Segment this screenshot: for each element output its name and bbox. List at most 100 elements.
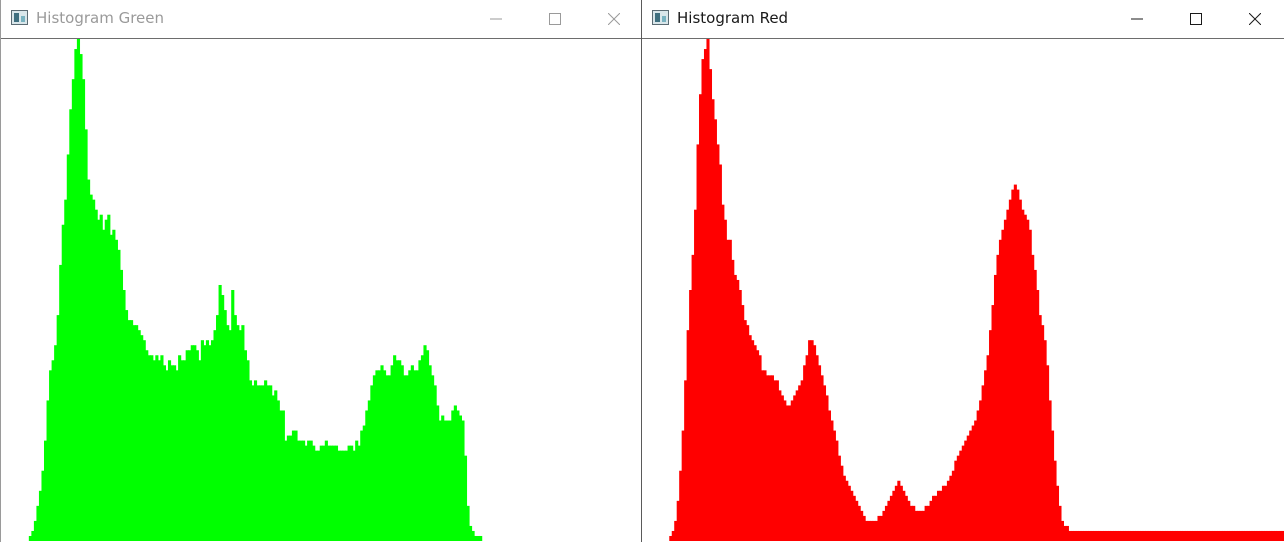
- histogram-bar: [1013, 184, 1017, 541]
- histogram-bar: [443, 420, 447, 541]
- histogram-bar: [1204, 530, 1208, 541]
- histogram-bar: [763, 370, 767, 541]
- histogram-bar: [872, 520, 876, 541]
- histogram-bar: [104, 219, 108, 541]
- histogram-bar: [1279, 530, 1283, 541]
- histogram-bar: [433, 385, 437, 541]
- histogram-bar: [803, 365, 807, 541]
- histogram-bar: [998, 239, 1003, 541]
- histogram-bar: [894, 485, 898, 541]
- histogram-bar: [236, 325, 240, 541]
- histogram-bar: [1041, 325, 1045, 541]
- histogram-bar: [1261, 530, 1265, 541]
- histogram-bar: [1269, 530, 1273, 541]
- histogram-bar: [1085, 530, 1089, 541]
- minimize-button[interactable]: [1114, 0, 1160, 38]
- histogram-bar: [1023, 214, 1027, 541]
- histogram-bar: [877, 515, 881, 541]
- histogram-bar: [132, 325, 136, 541]
- maximize-icon: [1190, 13, 1202, 25]
- histogram-bar: [291, 430, 296, 541]
- histogram-bar: [1016, 189, 1020, 541]
- maximize-button[interactable]: [532, 0, 578, 38]
- histogram-bar: [456, 410, 460, 541]
- histogram-bar: [1120, 530, 1124, 541]
- histogram-bar: [309, 440, 313, 541]
- maximize-button[interactable]: [1173, 0, 1219, 38]
- histogram-bar: [314, 450, 318, 541]
- histogram-bar: [393, 355, 397, 541]
- histogram-bar: [1058, 505, 1062, 541]
- histogram-bar: [850, 490, 854, 541]
- histogram-bar: [238, 330, 242, 541]
- histogram-bar: [428, 365, 432, 541]
- histogram-bar: [425, 350, 430, 541]
- histogram-bar: [1234, 530, 1238, 541]
- histogram-bar: [993, 274, 998, 541]
- histogram-bar: [345, 450, 349, 541]
- histogram-bar: [170, 365, 174, 541]
- histogram-bar: [1090, 530, 1094, 541]
- close-button[interactable]: [591, 0, 637, 38]
- histogram-bar: [713, 119, 717, 541]
- title-bar[interactable]: Histogram Green: [1, 0, 641, 39]
- histogram-bar: [686, 330, 690, 541]
- histogram-bar: [701, 59, 705, 541]
- histogram-bar: [127, 320, 131, 541]
- histogram-bar: [852, 495, 856, 541]
- histogram-bar: [788, 405, 792, 541]
- histogram-bar: [708, 69, 713, 541]
- title-bar[interactable]: Histogram Red: [642, 0, 1284, 39]
- histogram-red-window: Histogram Red: [642, 0, 1284, 542]
- histogram-bar: [736, 279, 740, 541]
- histogram-bar: [1011, 189, 1015, 541]
- histogram-bar: [679, 470, 683, 541]
- histogram-bar: [312, 445, 316, 541]
- histogram-bar: [350, 445, 354, 541]
- histogram-bar: [28, 535, 32, 541]
- histogram-bar: [1026, 219, 1030, 541]
- histogram-bar: [1105, 530, 1109, 541]
- histogram-bar: [1078, 530, 1082, 541]
- histogram-bar: [842, 475, 846, 541]
- histogram-bar: [979, 400, 983, 541]
- histogram-bar: [684, 380, 688, 541]
- histogram-bar: [887, 500, 891, 541]
- histogram-bar: [33, 520, 38, 541]
- histogram-bar: [746, 325, 750, 541]
- histogram-bar: [216, 315, 220, 541]
- histogram-bar: [855, 500, 859, 541]
- histogram-bar: [1127, 530, 1131, 541]
- histogram-bar: [119, 269, 124, 541]
- close-button[interactable]: [1232, 0, 1278, 38]
- histogram-bar: [760, 370, 765, 541]
- histogram-bar: [84, 129, 88, 541]
- histogram-bar: [271, 395, 275, 541]
- histogram-bar: [1189, 530, 1193, 541]
- histogram-bar: [822, 385, 827, 541]
- histogram-bar: [1222, 530, 1226, 541]
- histogram-bar: [738, 290, 742, 541]
- histogram-bar: [1075, 530, 1079, 541]
- histogram-bar: [352, 450, 356, 541]
- histogram-bar: [1241, 530, 1245, 541]
- histogram-bar: [961, 445, 965, 541]
- histogram-bar: [956, 455, 960, 541]
- histogram-bar: [976, 410, 980, 541]
- histogram-bar: [845, 480, 849, 541]
- histogram-bar: [1008, 199, 1012, 541]
- histogram-bar: [991, 305, 995, 541]
- histogram-bar: [109, 234, 113, 541]
- histogram-bar: [904, 495, 908, 541]
- histogram-bar: [370, 385, 374, 541]
- histogram-bar: [446, 420, 450, 541]
- histogram-bar: [1160, 530, 1164, 541]
- minimize-button[interactable]: [473, 0, 519, 38]
- histogram-bar: [418, 360, 422, 541]
- histogram-bar: [195, 350, 199, 541]
- histogram-bar: [1068, 530, 1072, 541]
- histogram-bar: [723, 219, 727, 541]
- histogram-bar: [902, 490, 906, 541]
- histogram-bar: [385, 375, 389, 541]
- histogram-bar: [420, 355, 425, 541]
